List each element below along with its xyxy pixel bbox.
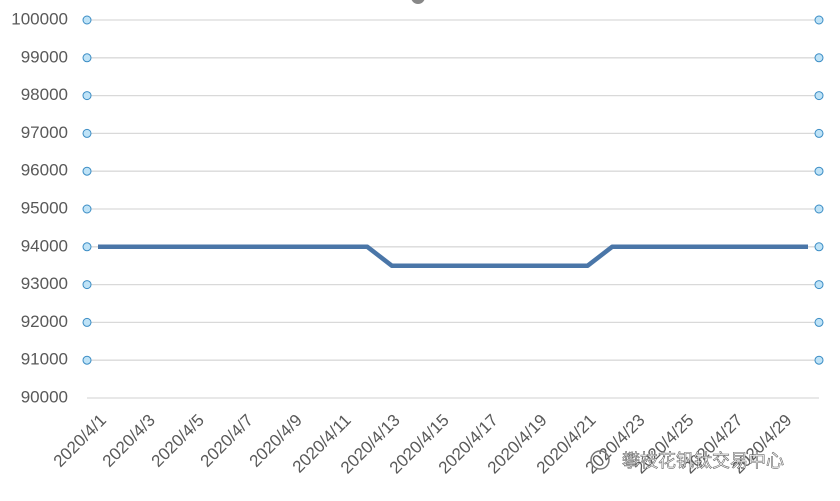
selection-handle bbox=[82, 166, 92, 176]
y-tick-label: 99000 bbox=[21, 47, 68, 66]
selection-handle bbox=[82, 280, 92, 290]
selection-handle bbox=[814, 91, 824, 101]
selection-handle bbox=[814, 317, 824, 327]
x-tick-label: 2020/4/3 bbox=[99, 411, 159, 471]
y-tick-label: 93000 bbox=[21, 274, 68, 293]
watermark-group: 攀枝花钒钛交易中心 bbox=[590, 450, 784, 472]
data-line bbox=[98, 244, 808, 268]
selection-handle bbox=[82, 15, 92, 25]
y-tick-label: 91000 bbox=[21, 350, 68, 369]
selection-handle bbox=[82, 317, 92, 327]
x-tick-label: 2020/4/1 bbox=[50, 411, 110, 471]
y-tick-label: 100000 bbox=[11, 9, 68, 28]
selection-handle bbox=[814, 280, 824, 290]
selection-handle bbox=[814, 166, 824, 176]
watermark: 攀枝花钒钛交易中心 bbox=[622, 451, 784, 472]
y-tick-label: 95000 bbox=[21, 198, 68, 217]
selection-handle bbox=[814, 242, 824, 252]
selection-handle bbox=[814, 128, 824, 138]
y-tick-label: 92000 bbox=[21, 312, 68, 331]
y-tick-label: 90000 bbox=[21, 387, 68, 406]
selection-handle bbox=[82, 355, 92, 365]
selection-handle bbox=[814, 355, 824, 365]
selection-handle bbox=[82, 128, 92, 138]
x-tick-label: 2020/4/5 bbox=[148, 411, 208, 471]
x-tick-label: 2020/4/7 bbox=[197, 411, 257, 471]
selection-handle bbox=[82, 242, 92, 252]
selection-handle bbox=[82, 91, 92, 101]
selection-handle bbox=[814, 15, 824, 25]
y-tick-label: 94000 bbox=[21, 236, 68, 255]
y-tick-label: 98000 bbox=[21, 85, 68, 104]
selection-handle bbox=[814, 53, 824, 63]
selection-handle bbox=[82, 204, 92, 214]
selection-handle bbox=[411, 0, 425, 4]
selection-handle bbox=[82, 53, 92, 63]
watermark-icon bbox=[590, 450, 610, 470]
y-tick-label: 96000 bbox=[21, 161, 68, 180]
selection-handle bbox=[814, 204, 824, 214]
y-tick-label: 97000 bbox=[21, 123, 68, 142]
